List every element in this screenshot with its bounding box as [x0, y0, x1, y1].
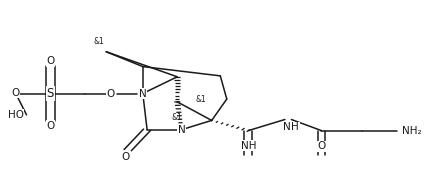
Text: NH₂: NH₂ — [402, 126, 422, 136]
Text: O: O — [46, 121, 54, 131]
Text: &1: &1 — [196, 96, 206, 105]
Text: O: O — [12, 88, 20, 98]
Text: &1: &1 — [172, 113, 183, 122]
Text: S: S — [47, 87, 54, 100]
Text: O: O — [121, 152, 130, 162]
Text: O: O — [318, 141, 326, 151]
Text: N: N — [283, 122, 291, 132]
Text: NH: NH — [241, 141, 256, 151]
Text: HO: HO — [8, 110, 24, 120]
Text: H: H — [291, 122, 299, 132]
Text: &1: &1 — [93, 37, 104, 46]
Text: N: N — [139, 88, 147, 99]
Text: O: O — [106, 88, 114, 99]
Text: O: O — [46, 56, 54, 66]
Text: N: N — [178, 125, 185, 135]
